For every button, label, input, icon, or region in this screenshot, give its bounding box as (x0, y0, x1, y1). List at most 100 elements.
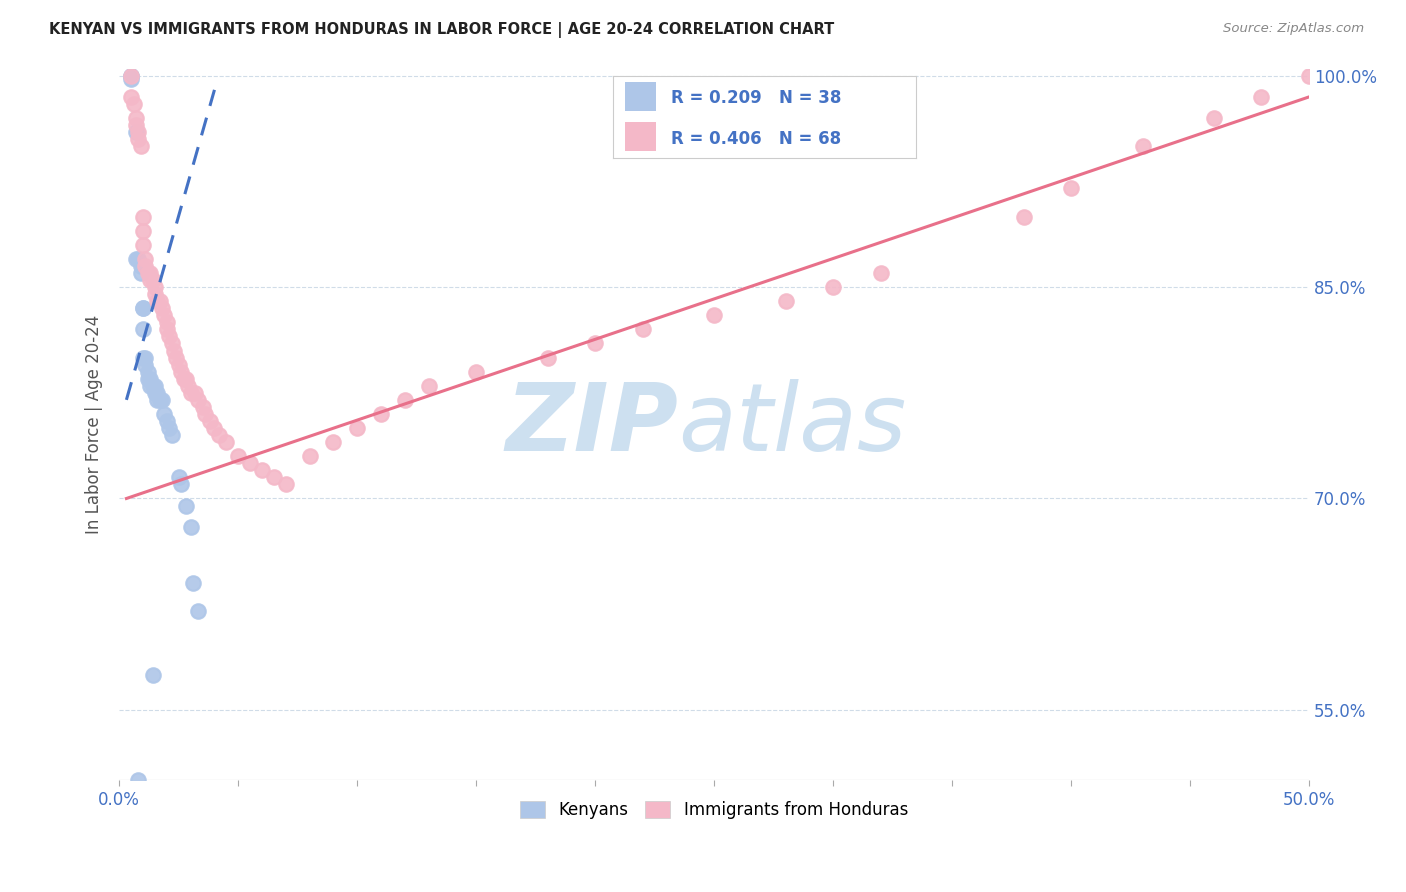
Point (120, 69, 142, 83)
Point (204, 788, 226, 802)
Point (132, 322, 155, 336)
Point (418, 378, 440, 392)
Point (132, 301, 155, 316)
Point (129, 266, 152, 280)
Point (125, 252, 148, 266)
Point (194, 407, 217, 421)
Point (150, 301, 173, 316)
Text: atlas: atlas (679, 379, 907, 470)
Text: KENYAN VS IMMIGRANTS FROM HONDURAS IN LABOR FORCE | AGE 20-24 CORRELATION CHART: KENYAN VS IMMIGRANTS FROM HONDURAS IN LA… (49, 22, 834, 38)
Point (263, 470, 285, 484)
Point (465, 365, 488, 379)
Point (174, 499, 197, 513)
Point (153, 308, 176, 322)
Point (322, 435, 344, 450)
Point (775, 294, 797, 309)
Point (132, 351, 155, 365)
Point (181, 576, 204, 591)
Point (274, 477, 297, 491)
Point (173, 372, 195, 386)
Point (149, 294, 172, 309)
Point (139, 273, 162, 287)
Point (215, 435, 238, 450)
Point (157, 421, 180, 435)
Point (132, 237, 155, 252)
Point (132, 210, 155, 224)
Point (156, 322, 179, 336)
Point (146, 385, 169, 400)
Point (142, 378, 165, 392)
Point (127, 125, 149, 139)
Point (129, 139, 152, 153)
Point (1060, 181, 1083, 195)
Point (157, 329, 180, 343)
Text: ZIP: ZIP (506, 378, 679, 470)
Point (177, 378, 200, 392)
Point (1132, 139, 1154, 153)
Point (134, 351, 156, 365)
Point (869, 266, 891, 280)
Point (139, 266, 162, 280)
Point (208, 428, 231, 442)
Point (132, 301, 155, 316)
Point (125, 125, 148, 139)
Point (187, 604, 209, 618)
Point (394, 392, 416, 407)
Point (134, 252, 156, 266)
Point (136, 372, 159, 386)
Point (134, 259, 156, 273)
Point (180, 385, 202, 400)
Point (631, 322, 654, 336)
Point (583, 336, 606, 351)
Point (226, 449, 249, 463)
Point (146, 294, 169, 309)
Point (165, 351, 187, 365)
Point (120, 71, 142, 86)
Point (170, 365, 193, 379)
Point (136, 365, 159, 379)
Point (120, 69, 142, 83)
Point (250, 463, 273, 477)
Point (1012, 210, 1035, 224)
Point (127, 773, 149, 788)
Point (136, 266, 159, 280)
Point (170, 477, 193, 491)
Point (149, 392, 172, 407)
Point (125, 111, 148, 125)
Point (129, 259, 152, 273)
Text: Source: ZipAtlas.com: Source: ZipAtlas.com (1223, 22, 1364, 36)
Legend: Kenyans, Immigrants from Honduras: Kenyans, Immigrants from Honduras (513, 794, 915, 825)
Point (823, 280, 845, 294)
Point (703, 308, 725, 322)
Point (139, 372, 162, 386)
Point (298, 449, 321, 463)
Point (127, 132, 149, 146)
Point (198, 414, 221, 428)
Point (120, 69, 142, 83)
Point (143, 378, 166, 392)
Point (146, 392, 169, 407)
Point (536, 351, 558, 365)
Point (143, 280, 166, 294)
Point (1202, 111, 1225, 125)
Point (370, 407, 392, 421)
Point (239, 456, 262, 470)
Point (150, 392, 173, 407)
Point (174, 372, 197, 386)
Point (122, 97, 145, 112)
Point (139, 378, 162, 392)
Point (132, 224, 155, 238)
Point (180, 519, 202, 533)
Point (167, 358, 190, 372)
Point (160, 336, 183, 351)
Point (184, 385, 207, 400)
Point (125, 118, 148, 132)
Point (142, 667, 165, 681)
Point (156, 315, 179, 329)
Point (127, 252, 149, 266)
Point (191, 400, 214, 414)
Point (160, 428, 183, 442)
Point (142, 273, 165, 287)
Point (143, 385, 166, 400)
Point (156, 414, 179, 428)
